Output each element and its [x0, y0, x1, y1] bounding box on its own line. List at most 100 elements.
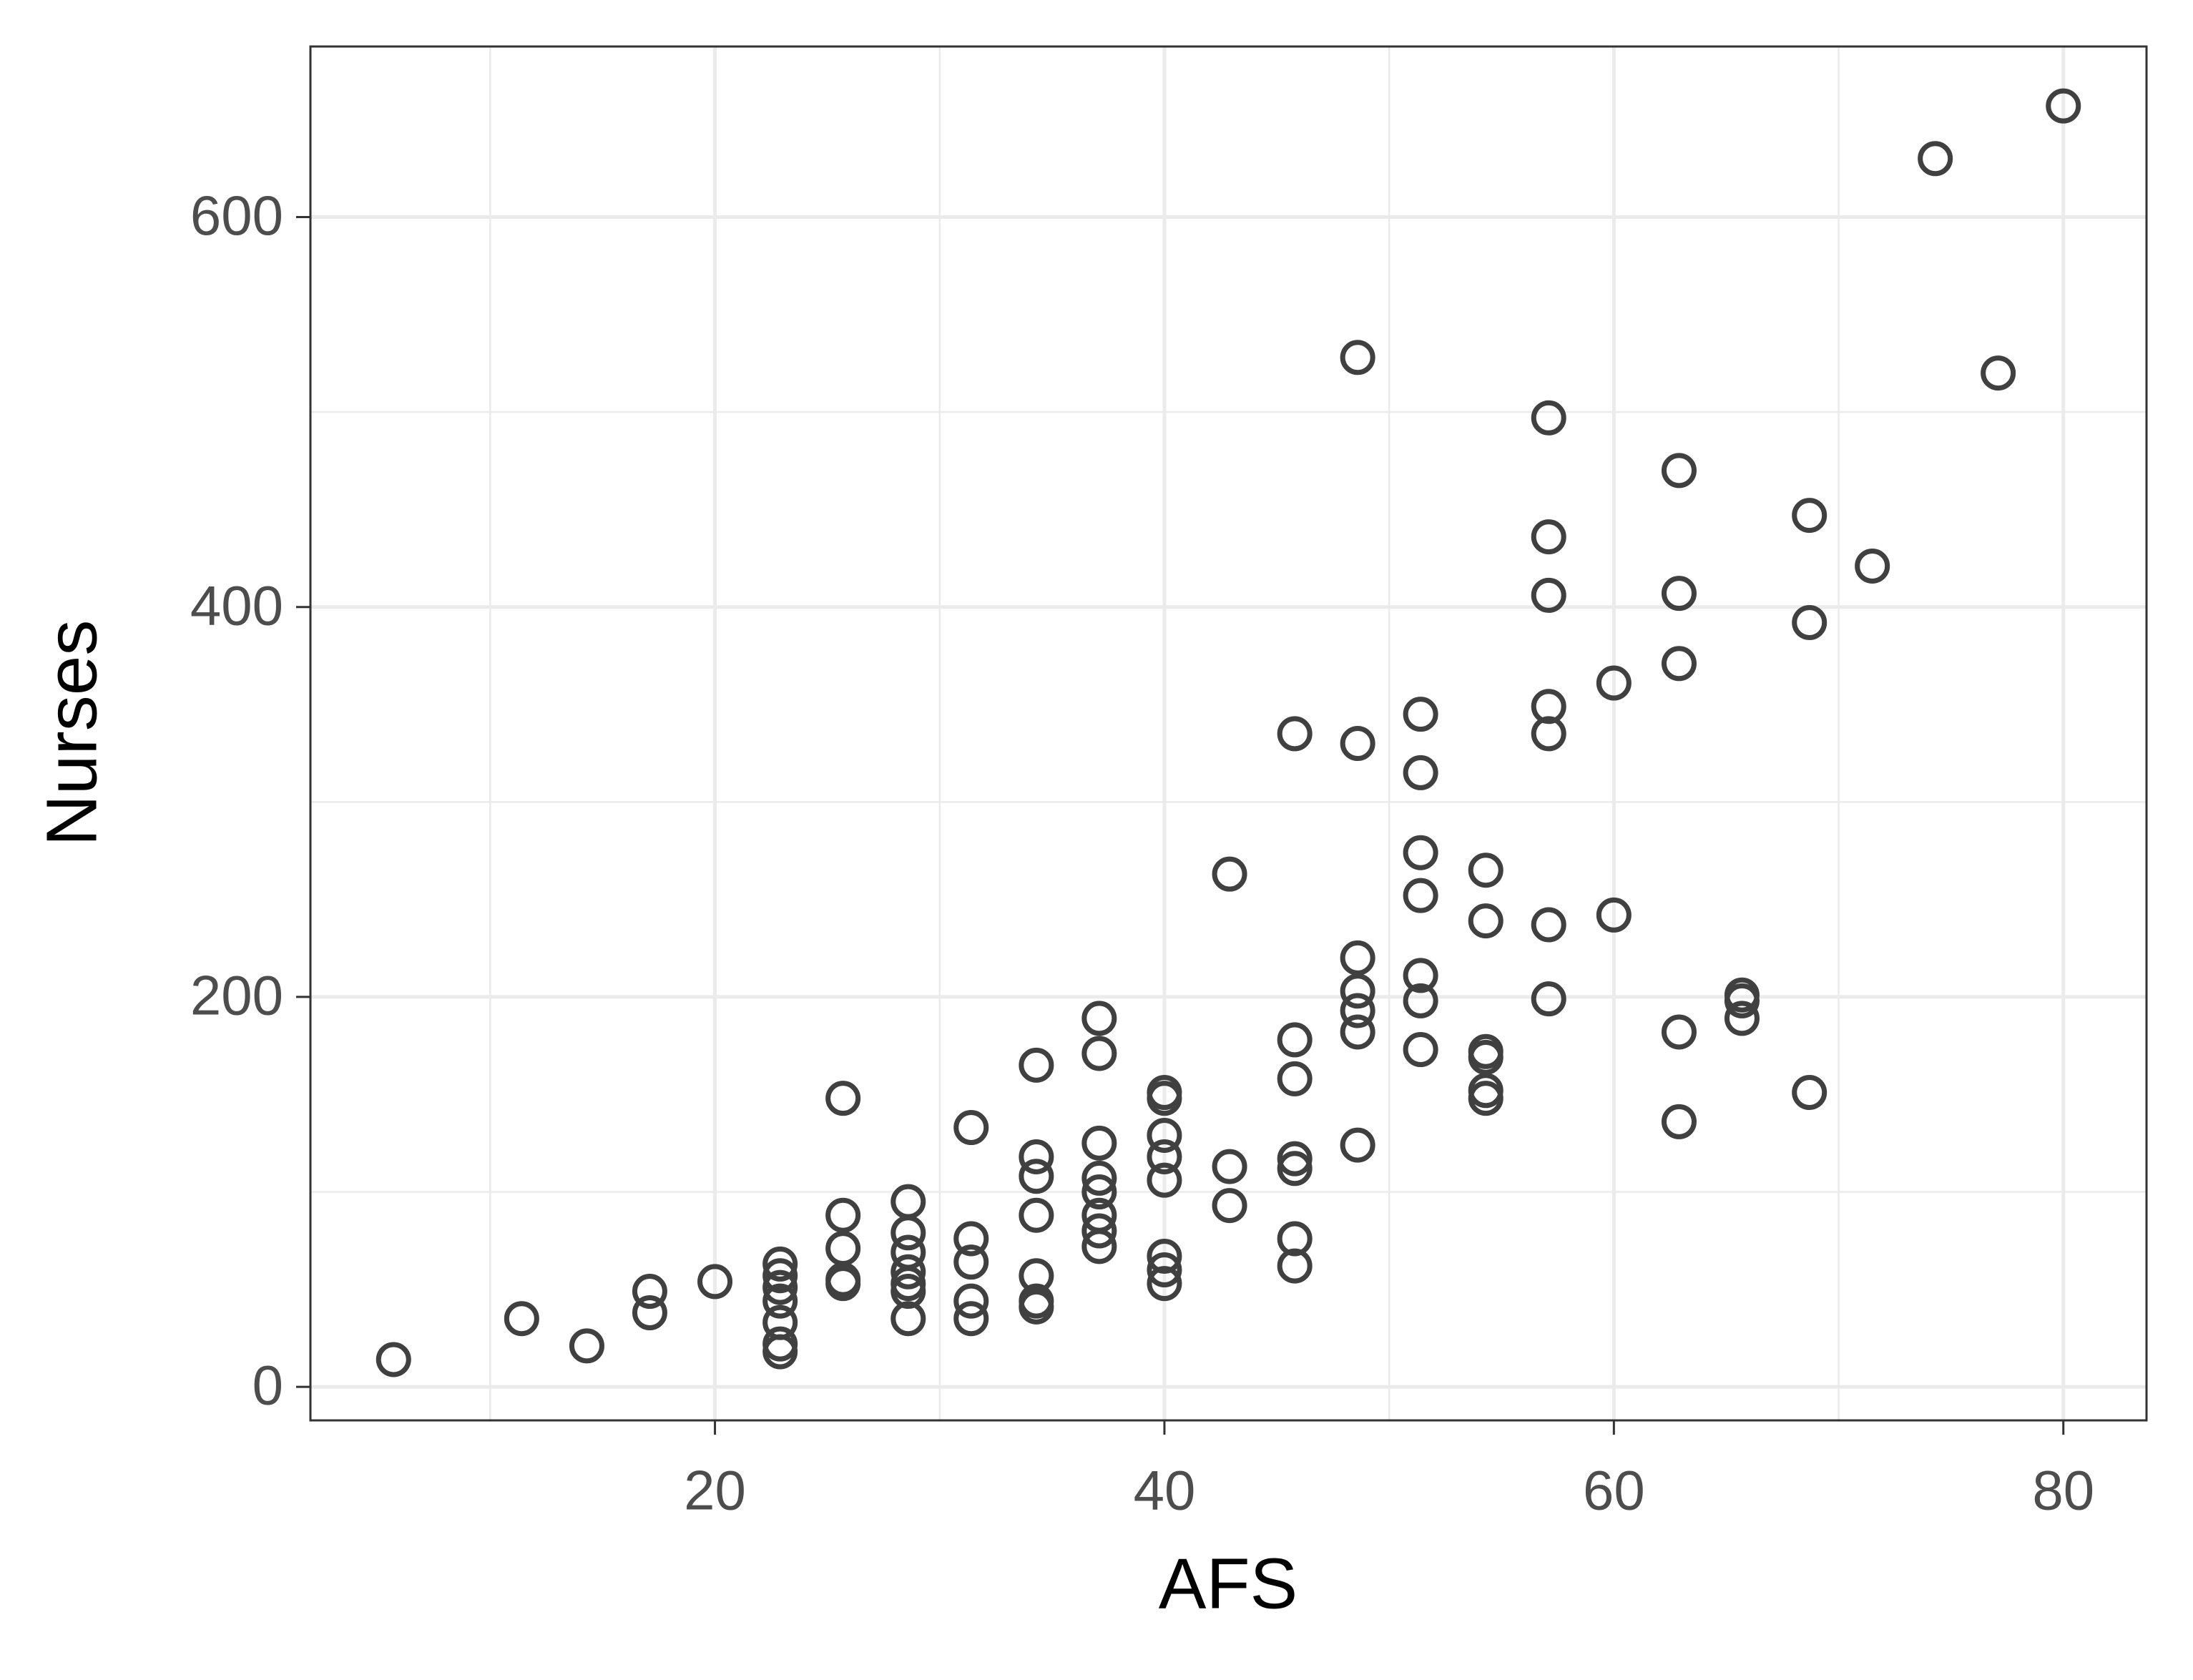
point	[1403, 1032, 1438, 1068]
points	[376, 88, 2081, 1377]
point	[953, 1244, 989, 1280]
point	[1277, 716, 1313, 752]
point	[1531, 689, 1566, 724]
point	[762, 1246, 798, 1282]
point	[504, 1301, 539, 1337]
point	[1081, 1160, 1117, 1196]
point	[1468, 903, 1503, 939]
point	[762, 1283, 798, 1319]
point	[1596, 897, 1632, 933]
point	[1531, 716, 1566, 752]
point	[1340, 940, 1375, 976]
point	[1724, 983, 1760, 1018]
point	[1147, 1266, 1182, 1302]
point	[1019, 1197, 1054, 1233]
grid	[310, 46, 2147, 1420]
x-axis-title: AFS	[1159, 1543, 1297, 1623]
panel-border	[309, 45, 2148, 1422]
point	[1403, 755, 1438, 790]
point	[891, 1301, 926, 1337]
point	[1081, 1213, 1117, 1249]
point	[1340, 726, 1375, 762]
point	[1340, 1014, 1375, 1050]
point	[1918, 141, 1953, 177]
point	[1147, 1252, 1182, 1288]
point	[1981, 355, 2016, 391]
point	[825, 1266, 861, 1302]
point	[1277, 1151, 1313, 1187]
point	[953, 1301, 989, 1337]
point	[891, 1274, 926, 1310]
point	[891, 1215, 926, 1251]
point	[1340, 973, 1375, 1009]
point	[1277, 1061, 1313, 1096]
point	[1531, 577, 1566, 613]
point	[1661, 1104, 1697, 1139]
point	[762, 1269, 798, 1305]
point	[1081, 1125, 1117, 1161]
y-tick-label: 600	[190, 184, 283, 247]
point	[632, 1295, 667, 1331]
point	[953, 1221, 989, 1257]
point	[953, 1283, 989, 1319]
x-tick-label: 20	[684, 1459, 746, 1522]
point	[825, 1197, 861, 1233]
point	[1081, 1229, 1117, 1264]
point	[1019, 1289, 1054, 1325]
point	[1147, 1081, 1182, 1116]
point	[1531, 907, 1566, 943]
y-tick-label: 200	[190, 964, 283, 1027]
point	[1147, 1117, 1182, 1153]
point	[632, 1274, 667, 1310]
point	[1531, 519, 1566, 555]
point	[1277, 1221, 1313, 1257]
point	[1792, 605, 1828, 641]
point	[1792, 498, 1828, 534]
point	[1212, 856, 1247, 892]
point	[891, 1254, 926, 1290]
point	[1212, 1188, 1247, 1224]
point	[1468, 1039, 1503, 1075]
point	[1468, 853, 1503, 888]
point	[1403, 697, 1438, 732]
point	[1661, 576, 1697, 611]
point	[1019, 1139, 1054, 1174]
y-tick-label: 400	[190, 574, 283, 637]
point	[1081, 1174, 1117, 1210]
point	[1081, 1036, 1117, 1071]
point	[1531, 981, 1566, 1017]
point	[1340, 340, 1375, 375]
point	[1403, 983, 1438, 1018]
point	[1661, 1014, 1697, 1050]
point	[2046, 88, 2081, 124]
point	[1468, 1081, 1503, 1116]
point	[1661, 453, 1697, 488]
point	[1792, 1074, 1828, 1110]
point	[1277, 1141, 1313, 1177]
point	[1596, 665, 1632, 701]
point	[762, 1334, 798, 1370]
point	[1403, 878, 1438, 913]
point	[1724, 1001, 1760, 1036]
axes: 20 40 60 80 0 200 400 600	[190, 184, 2094, 1521]
x-tick-label: 60	[1583, 1459, 1645, 1522]
point	[1147, 1139, 1182, 1174]
point	[1277, 1022, 1313, 1058]
point	[1019, 1159, 1054, 1194]
point	[1531, 400, 1566, 436]
point	[1147, 1238, 1182, 1274]
point	[1147, 1162, 1182, 1198]
point	[1340, 1127, 1375, 1163]
point	[1661, 646, 1697, 682]
point	[1081, 1001, 1117, 1036]
point	[697, 1264, 733, 1300]
point	[1855, 548, 1890, 584]
point	[1019, 1047, 1054, 1083]
point	[376, 1342, 411, 1377]
point	[1340, 993, 1375, 1028]
point	[825, 1081, 861, 1116]
point	[953, 1110, 989, 1146]
